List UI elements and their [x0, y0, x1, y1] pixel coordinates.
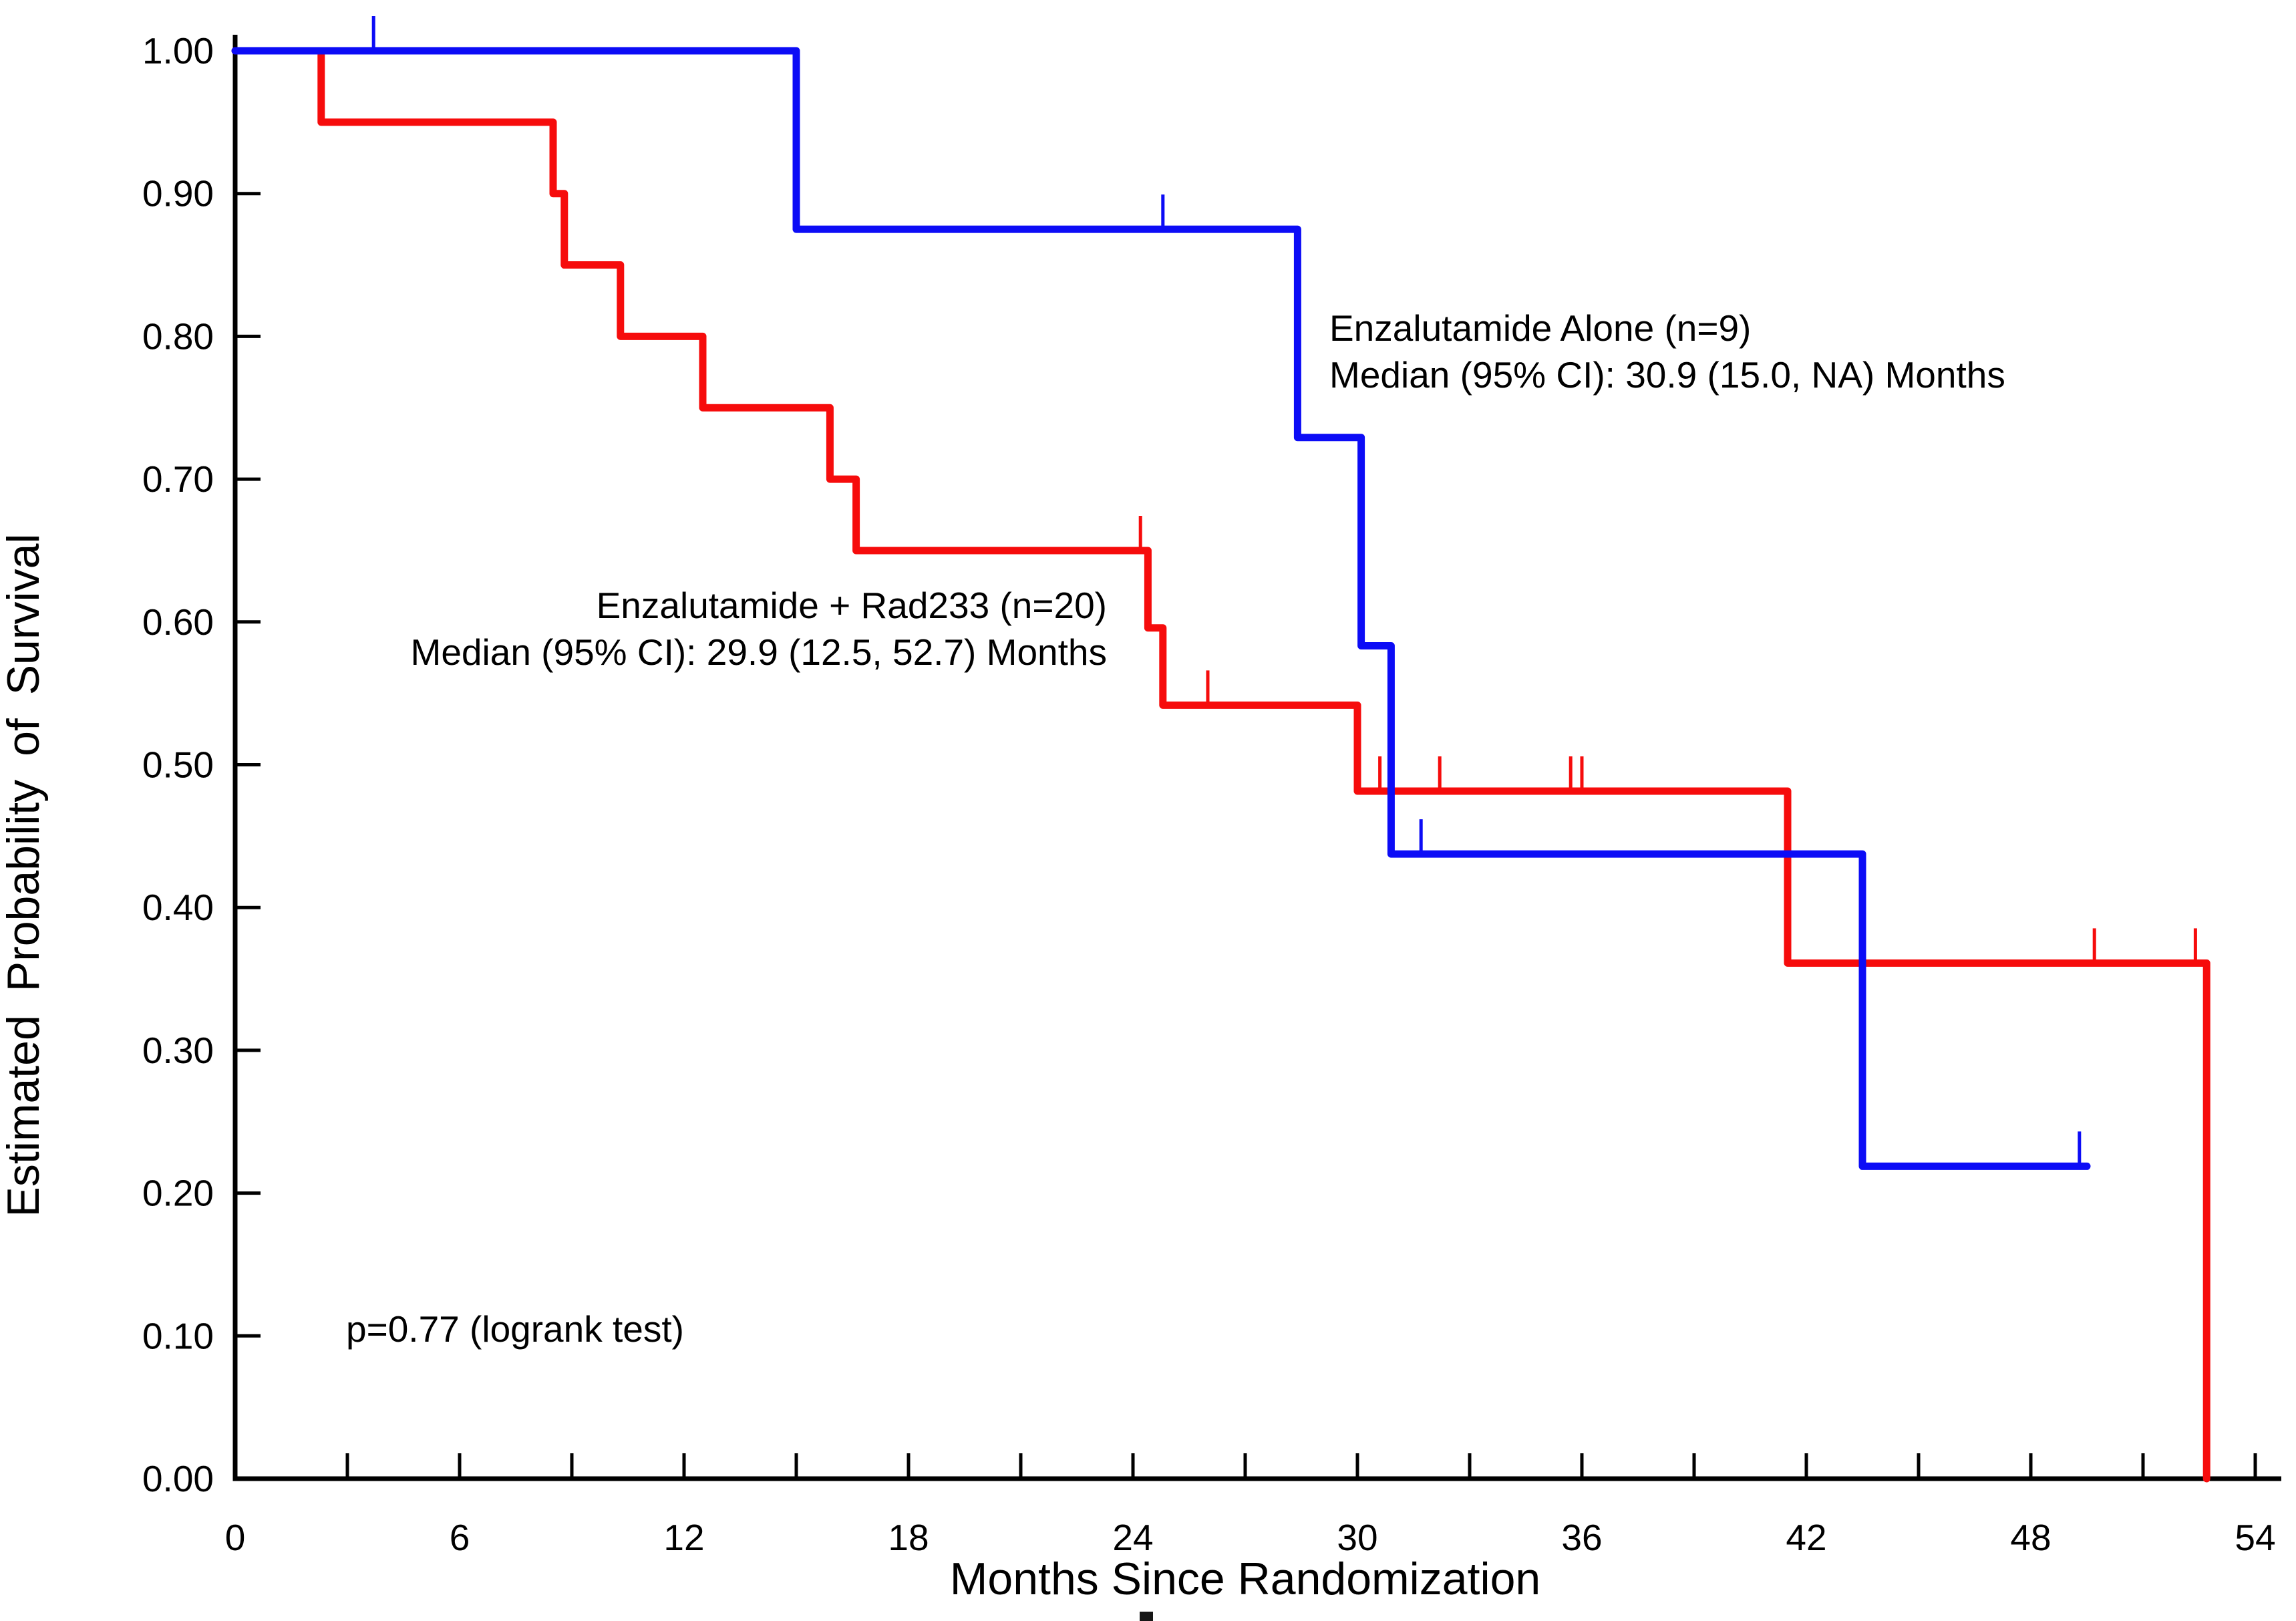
axis-spines	[232, 35, 2281, 1481]
y-tick-label: 0.50	[142, 744, 214, 786]
x-tick-label: 36	[1561, 1517, 1602, 1558]
x-axis-title: Months Since Randomization	[950, 1554, 1540, 1604]
y-tick-label: 0.90	[142, 173, 214, 214]
legend-enzalutamide-alone-line2: Median (95% CI): 30.9 (15.0, NA) Months	[1329, 354, 2005, 396]
bottom-artifact-mark	[1140, 1612, 1153, 1621]
y-tick-label: 0.80	[142, 315, 214, 357]
x-tick-label: 42	[1786, 1517, 1826, 1558]
x-tick-label: 18	[888, 1517, 929, 1558]
x-tick-label: 54	[2235, 1517, 2275, 1558]
y-tick-label: 0.30	[142, 1030, 214, 1071]
legend-enzalutamide-rad233-line1: Enzalutamide + Rad233 (n=20)	[597, 585, 1107, 626]
x-tick-label: 0	[225, 1517, 246, 1558]
series-layer	[231, 16, 2210, 1483]
labels-layer: Months Since Randomization Estimated Pro…	[0, 307, 2005, 1621]
pvalue-label: p=0.77 (logrank test)	[346, 1308, 684, 1350]
x-tick-label: 6	[450, 1517, 470, 1558]
x-tick-label: 12	[663, 1517, 704, 1558]
y-tick-label: 0.40	[142, 887, 214, 928]
y-tick-label: 1.00	[142, 30, 214, 71]
x-tick-label: 24	[1112, 1517, 1153, 1558]
survival-curve-enza-rad233	[231, 47, 2210, 1483]
axes-layer: 0 6 12 18 24 30 36 42 48 54 0.00 0.10 0.20 0.30 0.40 0.…	[142, 30, 2281, 1558]
x-tick-label: 30	[1337, 1517, 1377, 1558]
y-tick-label: 0.10	[142, 1315, 214, 1356]
y-tick-label: 0.00	[142, 1458, 214, 1499]
legend-enzalutamide-alone-line1: Enzalutamide Alone (n=9)	[1329, 307, 1751, 349]
y-tick-label: 0.20	[142, 1173, 214, 1214]
survival-curve-enza-alone	[231, 47, 2091, 1170]
legend-enzalutamide-rad233-line2: Median (95% CI): 29.9 (12.5, 52.7) Month…	[411, 631, 1107, 673]
y-tick-label: 0.70	[142, 458, 214, 500]
y-axis-title: Estimated Probability of Survival	[0, 533, 49, 1217]
x-tick-label: 48	[2010, 1517, 2051, 1558]
y-tick-label: 0.60	[142, 601, 214, 643]
